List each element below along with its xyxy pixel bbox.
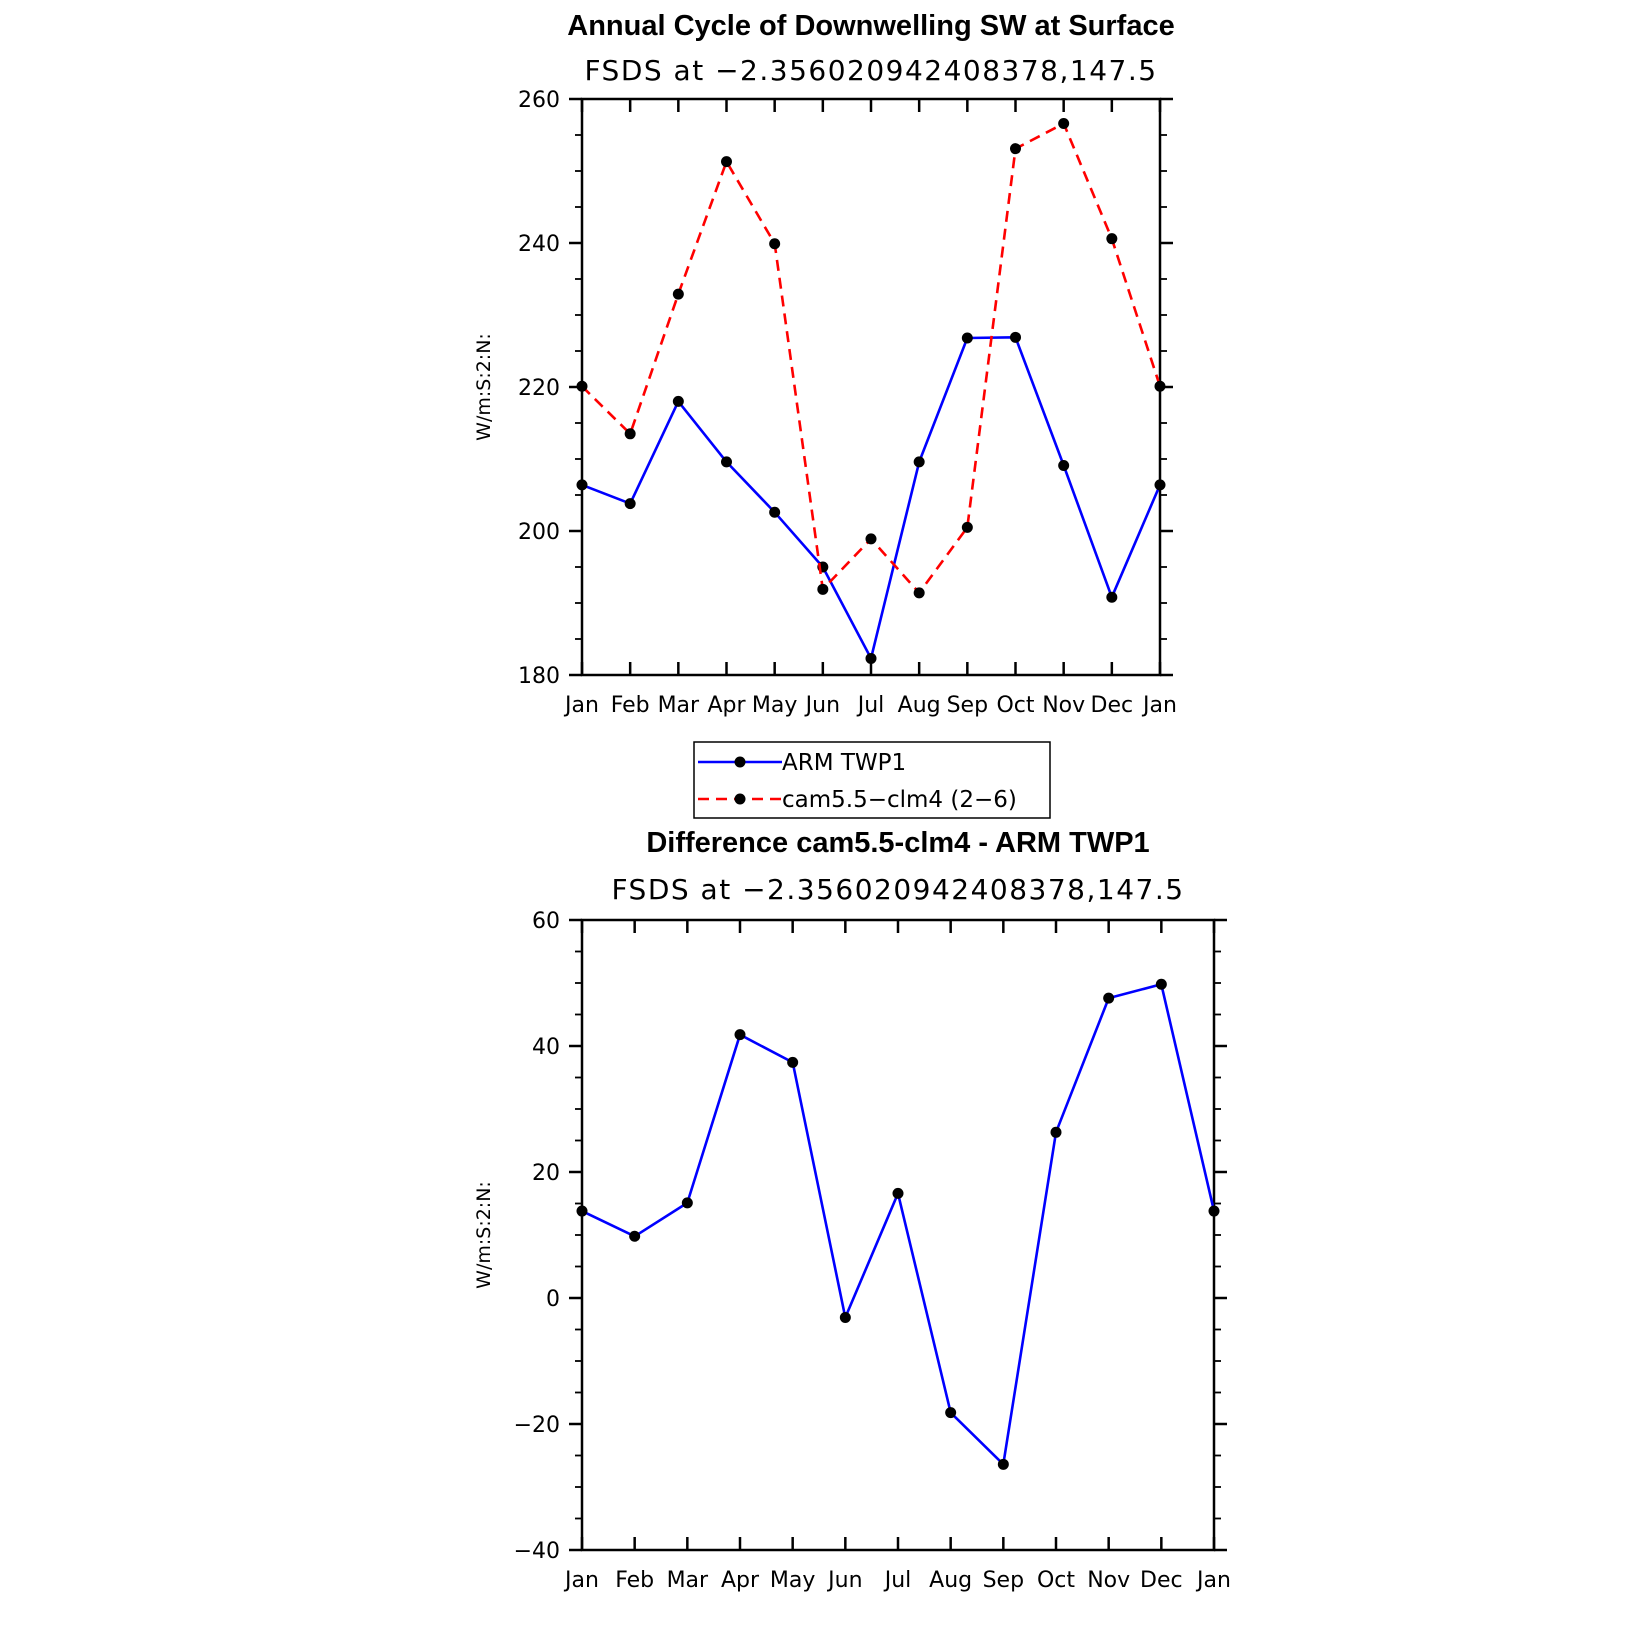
data-point bbox=[913, 456, 925, 468]
x-tick-label: Jan bbox=[1195, 1568, 1231, 1593]
data-point bbox=[961, 521, 973, 533]
x-tick-label: Sep bbox=[983, 1568, 1024, 1593]
x-tick-label: Oct bbox=[996, 693, 1034, 718]
x-tick-label: Jan bbox=[1141, 693, 1177, 718]
chart-subtitle: FSDS at −2.356020942408378,147.5 bbox=[584, 54, 1157, 87]
data-point bbox=[839, 1312, 851, 1324]
data-point bbox=[1050, 1126, 1062, 1138]
data-point bbox=[1010, 143, 1021, 155]
data-point bbox=[734, 1029, 746, 1041]
data-point bbox=[787, 1056, 799, 1068]
data-point bbox=[945, 1407, 957, 1419]
data-point bbox=[997, 1458, 1009, 1470]
data-point bbox=[1106, 591, 1118, 603]
data-point bbox=[672, 288, 684, 300]
data-point bbox=[624, 428, 636, 440]
data-point bbox=[769, 238, 781, 250]
x-tick-label: Jul bbox=[883, 1568, 912, 1593]
y-tick-label: 20 bbox=[532, 1161, 560, 1186]
x-tick-label: Jul bbox=[856, 693, 885, 718]
data-point bbox=[817, 583, 829, 595]
data-point bbox=[1010, 331, 1021, 343]
legend-marker bbox=[734, 756, 746, 768]
legend-marker bbox=[734, 793, 746, 805]
y-tick-label: 200 bbox=[518, 520, 560, 545]
y-tick-label: −20 bbox=[514, 1413, 560, 1438]
x-tick-label: Dec bbox=[1091, 693, 1134, 718]
x-tick-label: May bbox=[770, 1568, 815, 1593]
legend-label-1: ARM TWP1 bbox=[782, 750, 906, 776]
x-tick-label: Dec bbox=[1140, 1568, 1183, 1593]
x-tick-label: May bbox=[752, 693, 797, 718]
data-point bbox=[629, 1230, 641, 1242]
data-point bbox=[1208, 1205, 1220, 1217]
x-tick-label: Jan bbox=[563, 693, 599, 718]
data-point bbox=[1154, 380, 1166, 392]
plot-frame bbox=[580, 97, 1162, 677]
data-point bbox=[672, 395, 684, 407]
y-tick-label: 240 bbox=[518, 232, 560, 257]
data-point bbox=[892, 1187, 904, 1199]
data-point bbox=[576, 380, 588, 392]
chart-title: Difference cam5.5-clm4 - ARM TWP1 bbox=[646, 827, 1149, 859]
y-axis-label: W/m:S:2:N: bbox=[473, 333, 495, 441]
y-tick-label: 220 bbox=[518, 376, 560, 401]
series-line-1 bbox=[581, 335, 1162, 660]
x-tick-label: Feb bbox=[611, 693, 650, 718]
data-point bbox=[1155, 978, 1167, 990]
y-axis-label: W/m:S:2:N: bbox=[473, 1181, 495, 1289]
data-point bbox=[1103, 992, 1115, 1004]
data-point bbox=[624, 498, 636, 510]
data-point bbox=[576, 1205, 588, 1217]
y-tick-label: 180 bbox=[518, 664, 560, 689]
x-tick-label: Apr bbox=[707, 693, 746, 718]
data-point bbox=[961, 332, 973, 344]
data-point bbox=[865, 652, 877, 664]
data-point bbox=[1106, 233, 1118, 245]
data-point bbox=[1058, 459, 1070, 471]
y-tick-label: 260 bbox=[518, 88, 560, 113]
chart-title: Annual Cycle of Downwelling SW at Surfac… bbox=[567, 10, 1174, 42]
legend: ARM TWP1 cam5.5−clm4 (2−6) bbox=[693, 741, 1051, 819]
series-line-1 bbox=[581, 982, 1216, 1466]
series-line-2 bbox=[581, 122, 1162, 595]
x-tick-label: Jun bbox=[804, 693, 840, 718]
x-tick-label: Jun bbox=[826, 1568, 862, 1593]
x-tick-label: Nov bbox=[1042, 693, 1085, 718]
x-tick-label: Mar bbox=[658, 693, 700, 718]
y-tick-label: 60 bbox=[532, 909, 560, 934]
y-tick-label: 40 bbox=[532, 1035, 560, 1060]
data-point bbox=[721, 156, 732, 168]
data-point bbox=[865, 533, 877, 545]
data-point bbox=[1058, 117, 1070, 129]
data-point bbox=[913, 587, 925, 599]
chart-panel-1: Annual Cycle of Downwelling SW at Surfac… bbox=[473, 10, 1177, 819]
y-tick-label: 0 bbox=[546, 1287, 560, 1312]
x-tick-label: Feb bbox=[615, 1568, 654, 1593]
x-tick-label: Apr bbox=[721, 1568, 760, 1593]
x-tick-label: Oct bbox=[1037, 1568, 1075, 1593]
plot-frame bbox=[580, 918, 1216, 1552]
chart-subtitle: FSDS at −2.356020942408378,147.5 bbox=[611, 873, 1184, 906]
x-tick-label: Aug bbox=[898, 693, 941, 718]
x-tick-label: Jan bbox=[563, 1568, 599, 1593]
data-point bbox=[1154, 479, 1166, 491]
x-tick-label: Sep bbox=[947, 693, 988, 718]
data-point bbox=[769, 506, 781, 518]
data-point bbox=[576, 479, 588, 491]
legend-box bbox=[693, 741, 1051, 819]
y-tick-label: −40 bbox=[514, 1539, 560, 1564]
data-point bbox=[721, 456, 732, 468]
legend-label-2: cam5.5−clm4 (2−6) bbox=[782, 787, 1017, 813]
x-tick-label: Mar bbox=[667, 1568, 709, 1593]
x-tick-label: Nov bbox=[1087, 1568, 1130, 1593]
x-tick-label: Aug bbox=[929, 1568, 972, 1593]
data-point bbox=[681, 1197, 693, 1209]
chart-panel-2: Difference cam5.5-clm4 - ARM TWP1 FSDS at… bbox=[473, 827, 1231, 1593]
